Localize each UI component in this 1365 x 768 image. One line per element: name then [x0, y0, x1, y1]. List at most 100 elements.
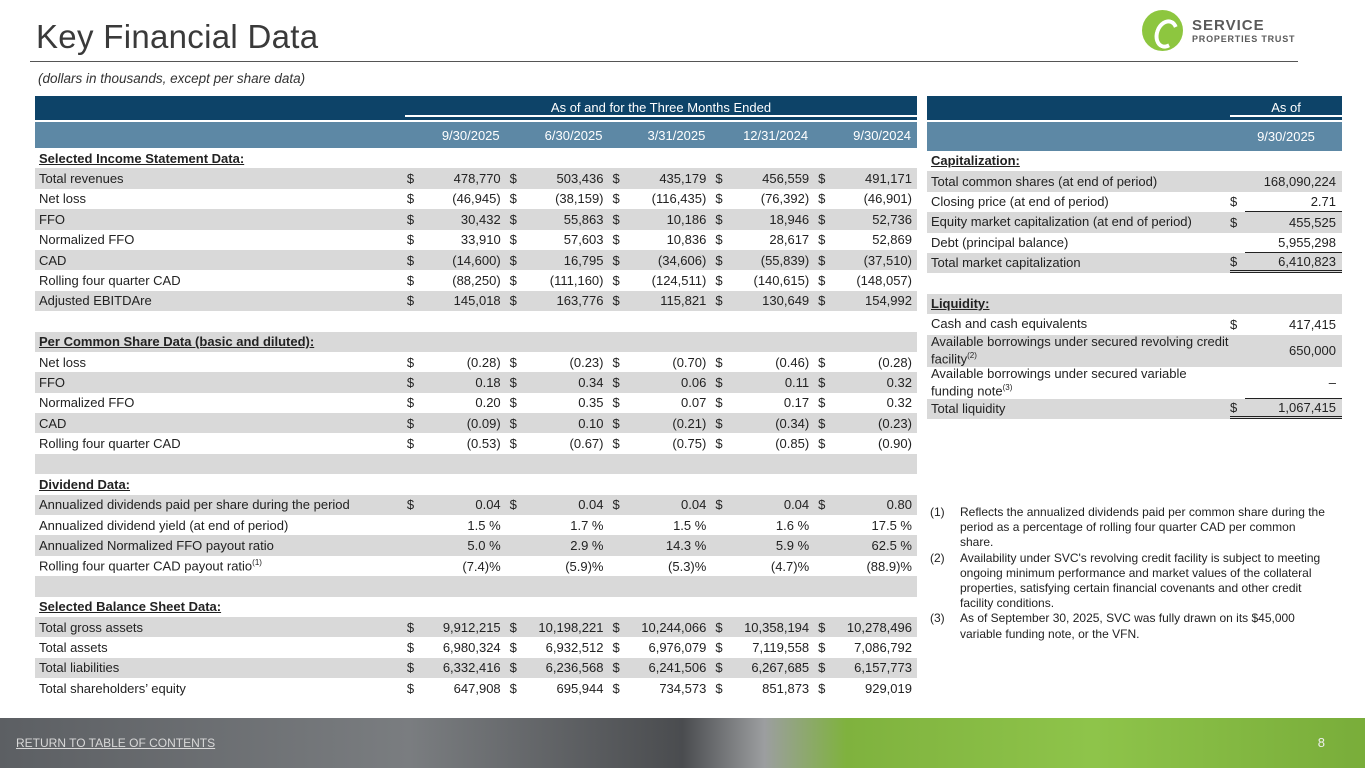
value-cell: $0.04 [609, 497, 712, 512]
row-label: Total assets [39, 640, 108, 656]
cell-value: 7,119,558 [752, 640, 810, 656]
section-header-row: Per Common Share Data (basic and diluted… [35, 331, 917, 352]
cell-value: (0.67) [569, 436, 604, 452]
cell-value: 0.32 [886, 395, 912, 411]
row-label: Total revenues [39, 171, 124, 187]
footnote: (2) Availability under SVC's revolving cr… [930, 551, 1330, 612]
value-cell: $456,559 [711, 171, 814, 186]
cell-value: (37,510) [863, 252, 912, 268]
table-row: Net loss $ (46,945) $ (38,159) $ (116,435) $ (76… [35, 189, 917, 209]
return-to-toc-link[interactable]: RETURN TO TABLE OF CONTENTS [16, 736, 216, 750]
footnote-text: As of September 30, 2025, SVC was fully … [960, 611, 1295, 641]
row-label: Net loss [39, 354, 86, 370]
dollar-sign: $ [509, 211, 517, 227]
dollar-sign: $ [715, 252, 723, 268]
cell-value: 0.10 [578, 415, 604, 431]
footnote-number: (2) [930, 550, 945, 565]
value-cell: $145,018 [403, 293, 506, 308]
cell-value: (0.21) [672, 415, 707, 431]
cell-value: (38,159) [555, 191, 604, 207]
value-cell: (7.4)% [403, 559, 506, 574]
logo-mark-icon [1142, 10, 1183, 51]
value-cell: $10,836 [609, 232, 712, 247]
row-label-text: Debt (principal balance) [931, 234, 1069, 250]
dollar-sign: $ [406, 293, 415, 309]
dollar-sign: $ [715, 211, 723, 227]
value-cell: $ (55,839) [711, 253, 814, 268]
table-row: Total common shares (at end of period) 16… [927, 171, 1342, 192]
value-cell: $929,019 [814, 681, 917, 696]
value-cell: 2.9 % [506, 538, 609, 553]
dollar-sign: $ [612, 374, 620, 390]
cell-value: 6,976,079 [648, 640, 707, 656]
dollar-sign: $ [406, 415, 415, 431]
table-row [35, 453, 917, 475]
value-cell: $0.07 [609, 395, 712, 410]
dollar-sign: $ [612, 171, 620, 187]
dollar-sign: $ [715, 415, 723, 431]
value-cell: $ (38,159) [506, 191, 609, 206]
cell-value: (0.46) [775, 354, 810, 370]
row-label-text: Total common shares (at end of period) [931, 173, 1158, 189]
dollar-sign: $ [818, 354, 826, 370]
dollar-sign: $ [715, 619, 723, 635]
value-cell: $16,795 [506, 253, 609, 268]
value-cell: $10,198,221 [506, 620, 609, 635]
cell-value: 0.06 [681, 374, 707, 390]
units-note: (dollars in thousands, except per share … [38, 71, 306, 86]
cell-value: (76,392) [760, 191, 810, 207]
value-cell: $6,980,324 [403, 640, 506, 655]
value-cell: $6,241,506 [609, 660, 712, 675]
cell-value: 130,649 [762, 293, 810, 309]
table-row: Normalized FFO $33,910 $57,603 $10,836 $28,6… [35, 230, 917, 250]
dollar-sign: $ [406, 497, 415, 513]
dollar-sign: $ [715, 680, 723, 696]
cell-value: 33,910 [460, 232, 501, 248]
table-row: Equity market capitalization (at end of … [927, 212, 1342, 233]
cell-value: (0.34) [775, 415, 810, 431]
row-label: Liquidity: [927, 296, 1230, 311]
row-label-text: Total liquidity [931, 400, 1006, 416]
dollar-sign: $ [509, 497, 517, 513]
table-row: Total shareholders’ equity $647,908 $695,9… [35, 678, 917, 698]
value-cell: $52,869 [814, 232, 917, 247]
company-logo: SERVICE PROPERTIES TRUST [1142, 10, 1295, 51]
value-cell: $6,267,685 [711, 660, 814, 675]
value-cell: $ (0.75) [609, 436, 712, 451]
dollar-sign: $ [406, 232, 415, 248]
table-row: Rolling four quarter CAD $ (88,250) $ (111,1… [35, 270, 917, 290]
footnote-ref: (2) [967, 350, 977, 360]
value-cell: $0.11 [711, 375, 814, 390]
dollar-sign: $ [612, 354, 620, 370]
title-divider [30, 61, 1298, 62]
value-cell: $ (34,606) [609, 253, 712, 268]
cell-value: (34,606) [657, 252, 707, 268]
value-cell: $6,236,568 [506, 660, 609, 675]
value-cell: $ (76,392) [711, 191, 814, 206]
dollar-sign: $ [818, 680, 826, 696]
cell-value: 168,090,224 [1263, 174, 1336, 190]
value-cell: $ (0.28) [814, 355, 917, 370]
dollar-sign: $ [509, 436, 517, 452]
cell-value: 6,980,324 [442, 640, 501, 656]
cell-value: 6,157,773 [854, 660, 912, 676]
cell-value: 52,869 [872, 232, 912, 248]
value-cell: 5.0 % [403, 538, 506, 553]
value-cell: $55,863 [506, 212, 609, 227]
dollar-sign: $ [406, 252, 415, 268]
cell-value: 6,267,685 [751, 660, 810, 676]
value-cell: $0.17 [711, 395, 814, 410]
value-cell: $478,770 [403, 171, 506, 186]
dollar-sign: $ [612, 640, 620, 656]
row-label: Per Common Share Data (basic and diluted… [39, 334, 315, 350]
footnote-number: (1) [930, 505, 945, 519]
value-cell: $0.18 [403, 375, 506, 390]
table-row [927, 273, 1342, 293]
footnote-ref: (1) [252, 558, 262, 568]
dollar-sign: $ [818, 640, 826, 656]
cell-value: (0.90) [878, 436, 912, 452]
cell-value: (55,839) [760, 252, 810, 268]
cell-value: 16,795 [563, 252, 604, 268]
dollar-sign: $ [818, 619, 826, 635]
cell-value: 1.6 % [775, 517, 810, 533]
